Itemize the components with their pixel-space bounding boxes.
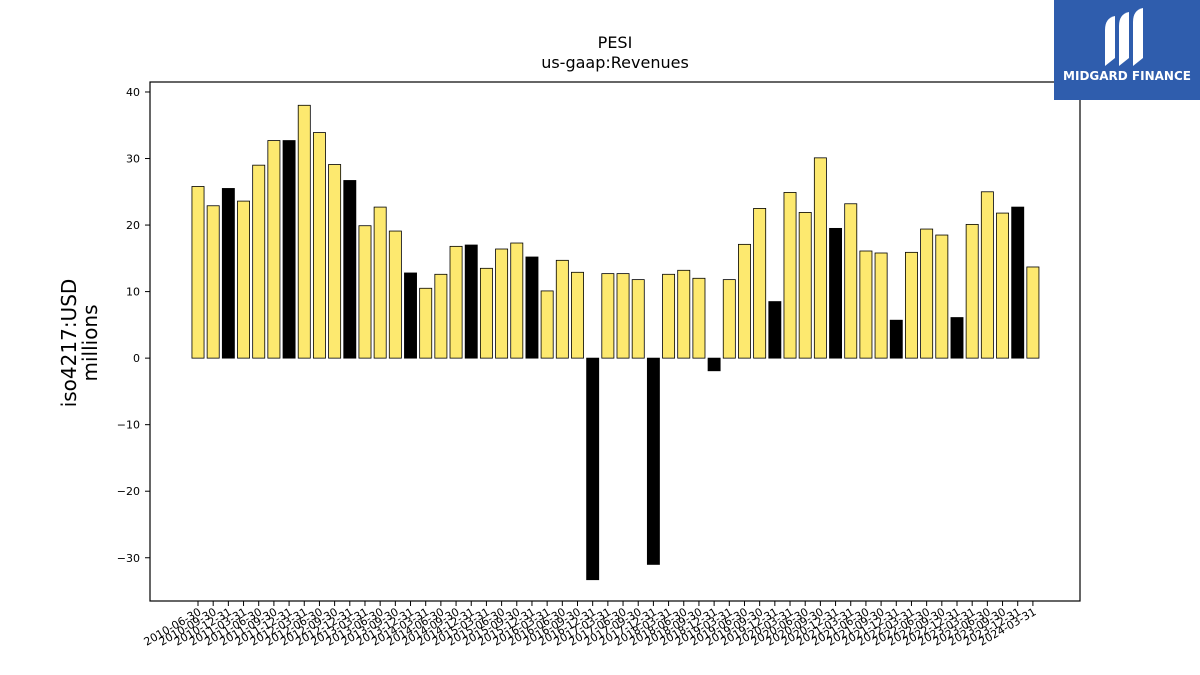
bar-2017-06-30 [616,273,630,359]
bar-2014-06-30 [434,273,448,359]
bar-2014-09-30 [449,245,463,359]
bar-2019-03-31 [722,279,736,359]
bar-2013-06-30 [373,206,387,359]
bar-2021-06-30 [859,250,873,359]
y-tick-label: −30 [117,552,140,565]
bar-2015-12-31 [525,256,539,359]
bar-2016-09-30 [571,271,584,359]
bar-2010-09-30 [206,205,220,359]
brand-mark-icon [1105,8,1143,66]
chart-subtitle: us-gaap:Revenues [541,53,689,72]
bar-2016-12-31 [586,357,600,581]
bar-2014-03-31 [419,287,433,359]
bar-2018-09-30 [692,277,706,359]
bar-2015-06-30 [495,248,509,359]
bar-2020-03-31 [783,192,797,359]
bar-2024-03-31 [1026,266,1040,359]
bar-2021-03-31 [844,203,858,359]
bar-2020-06-30 [798,212,812,359]
bar-2019-09-30 [753,208,767,359]
bar-2011-03-31 [237,200,250,359]
bar-2018-06-30 [677,269,691,359]
bar-2023-12-31 [1011,206,1025,359]
bar-2019-12-31 [768,301,782,359]
bar-2021-09-30 [874,252,888,359]
y-ticks-group: −30 −20 −10 0 10 20 30 40 [117,86,150,565]
y-axis-label-line2: millions [78,304,102,381]
y-tick-label: −20 [117,485,140,498]
bar-2015-09-30 [510,242,524,359]
bar-2016-06-30 [555,259,569,359]
bar-2018-12-31 [707,357,721,372]
bar-2023-03-31 [965,223,979,359]
bar-2012-12-31 [343,180,357,359]
y-tick-label: 20 [126,219,140,232]
x-ticks-group: 2010-06-302010-09-302010-12-312011-03-31… [142,601,1038,649]
bar-2020-09-30 [813,157,827,359]
y-tick-label: 30 [126,153,140,166]
bar-2011-09-30 [267,140,281,359]
bar-2014-12-31 [464,244,478,359]
chart-title: PESI [598,33,633,52]
bar-2017-09-30 [631,279,645,359]
bar-2019-06-30 [738,243,751,359]
y-axis-label-line1: iso4217:USD [57,279,81,408]
bar-2016-03-31 [540,290,554,359]
bar-2010-12-31 [221,188,235,359]
bar-2023-09-30 [996,212,1009,359]
bar-2018-03-31 [662,273,676,359]
bar-2023-06-30 [980,191,994,359]
brand-logo: MIDGARD FINANCE [1054,0,1200,100]
bar-2022-09-30 [935,234,949,359]
bar-2012-09-30 [328,164,342,359]
bar-2017-12-31 [646,357,660,565]
bar-2011-12-31 [282,140,296,359]
bar-2013-09-30 [388,230,402,359]
bar-2012-06-30 [312,132,326,359]
bar-2020-12-31 [829,227,843,359]
bar-2022-06-30 [920,228,934,359]
bar-2015-03-31 [479,267,493,359]
bar-2012-03-31 [297,104,311,359]
bar-2017-03-31 [601,273,615,359]
bar-2010-06-30 [191,186,205,359]
bar-2022-12-31 [950,317,964,359]
bar-2022-03-31 [905,251,918,359]
bar-2013-12-31 [404,272,417,359]
y-tick-label: 0 [133,352,140,365]
brand-name: MIDGARD FINANCE [1063,69,1191,83]
bars-group [191,104,1040,581]
bar-2021-12-31 [889,319,903,359]
y-tick-label: 40 [126,86,140,99]
bar-2013-03-31 [358,225,372,359]
bar-2011-06-30 [252,164,266,359]
y-tick-label: −10 [117,419,140,432]
plot-frame [149,81,1081,602]
y-tick-label: 10 [126,286,140,299]
